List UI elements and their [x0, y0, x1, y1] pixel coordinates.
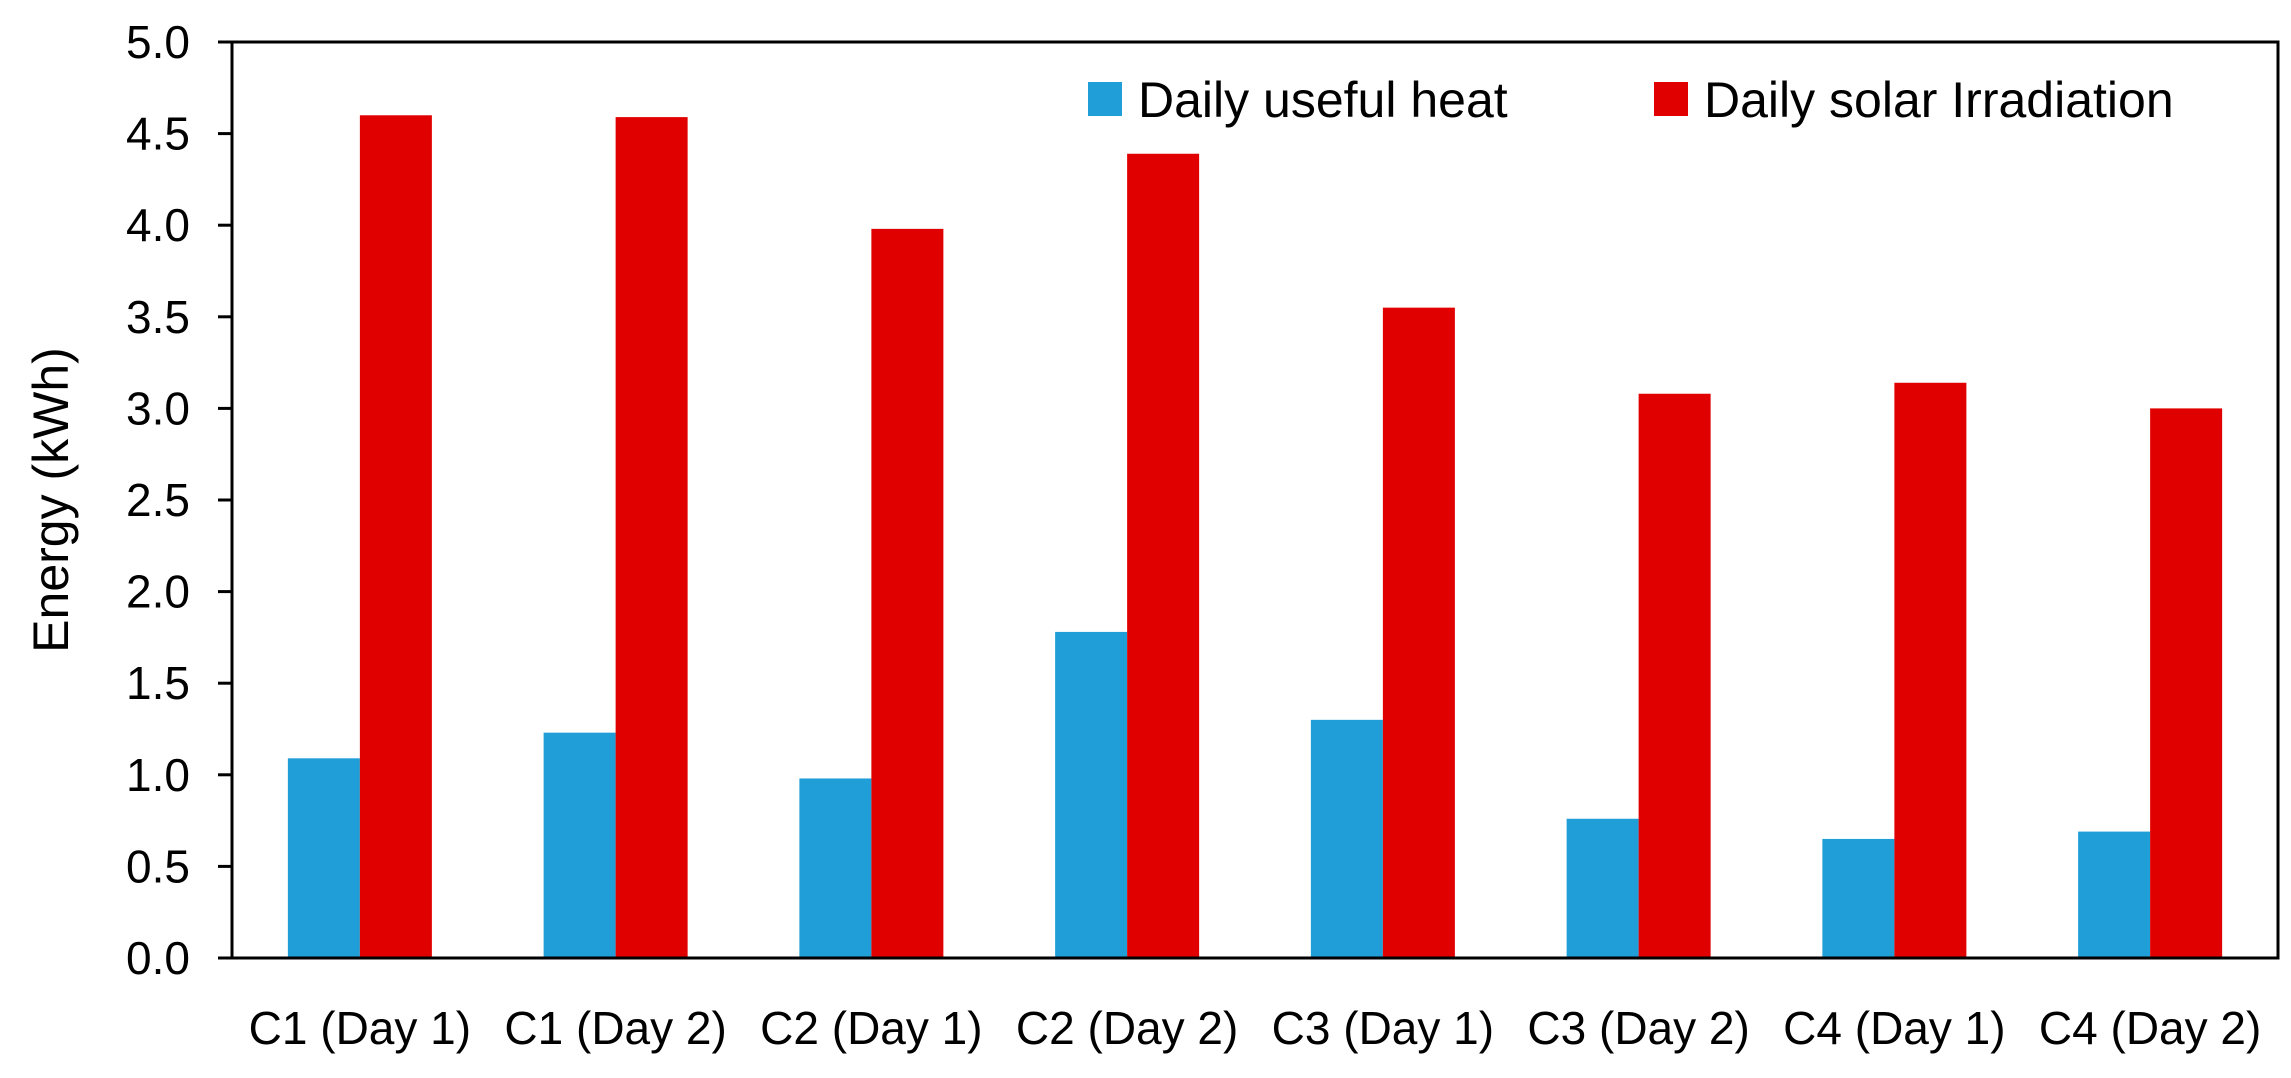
- x-tick-label: C2 (Day 1): [760, 1002, 982, 1054]
- y-tick-label: 4.5: [126, 108, 190, 160]
- legend: Daily useful heat Daily solar Irradiation: [1088, 72, 2174, 128]
- y-axis-title: Energy (kWh): [23, 347, 79, 653]
- bar-useful-heat-7: [1822, 838, 1895, 958]
- bar-solar-irradiation-7: [1894, 382, 1967, 958]
- x-tick-label: C4 (Day 1): [1783, 1002, 2005, 1054]
- x-tick-label: C1 (Day 1): [249, 1002, 471, 1054]
- y-tick-label: 3.0: [126, 382, 190, 434]
- bar-solar-irradiation-3: [871, 228, 944, 958]
- legend-label: Daily useful heat: [1138, 72, 1508, 128]
- y-tick-label: 1.0: [126, 749, 190, 801]
- bar-useful-heat-8: [2078, 831, 2151, 958]
- y-tick-label: 0.0: [126, 932, 190, 984]
- plot-area: [287, 115, 2223, 958]
- bar-solar-irradiation-2: [615, 117, 688, 958]
- y-tick-label: 0.5: [126, 840, 190, 892]
- plot-frame: [230, 40, 2280, 960]
- bar-useful-heat-1: [287, 758, 360, 958]
- legend-item-solar-irradiation: Daily solar Irradiation: [1654, 72, 2174, 128]
- y-tick-label: 2.0: [126, 566, 190, 618]
- x-tick-label: C3 (Day 2): [1527, 1002, 1749, 1054]
- bar-solar-irradiation-1: [359, 115, 432, 958]
- bar-solar-irradiation-5: [1382, 307, 1455, 958]
- bar-useful-heat-6: [1566, 818, 1639, 958]
- legend-swatch: [1088, 82, 1122, 116]
- y-tick-label: 3.5: [126, 291, 190, 343]
- x-tick-label: C4 (Day 2): [2039, 1002, 2261, 1054]
- bar-useful-heat-2: [543, 732, 616, 958]
- legend-label: Daily solar Irradiation: [1704, 72, 2174, 128]
- x-tick-label: C3 (Day 1): [1272, 1002, 1494, 1054]
- y-tick-label: 1.5: [126, 657, 190, 709]
- bar-solar-irradiation-8: [2150, 408, 2223, 958]
- legend-item-useful-heat: Daily useful heat: [1088, 72, 1508, 128]
- bar-solar-irradiation-4: [1127, 153, 1200, 958]
- legend-swatch: [1654, 82, 1688, 116]
- axes: C1 (Day 1) C1 (Day 2) C2 (Day 1) C2 (Day 2)…: [126, 16, 2280, 1054]
- bar-useful-heat-4: [1055, 631, 1128, 958]
- bar-useful-heat-3: [799, 778, 872, 958]
- x-tick-label: C1 (Day 2): [504, 1002, 726, 1054]
- x-tick-label: C2 (Day 2): [1016, 1002, 1238, 1054]
- bar-solar-irradiation-6: [1638, 393, 1711, 958]
- y-tick-label: 5.0: [126, 16, 190, 68]
- y-tick-label: 2.5: [126, 474, 190, 526]
- y-tick-label: 4.0: [126, 199, 190, 251]
- bar-useful-heat-5: [1310, 719, 1383, 958]
